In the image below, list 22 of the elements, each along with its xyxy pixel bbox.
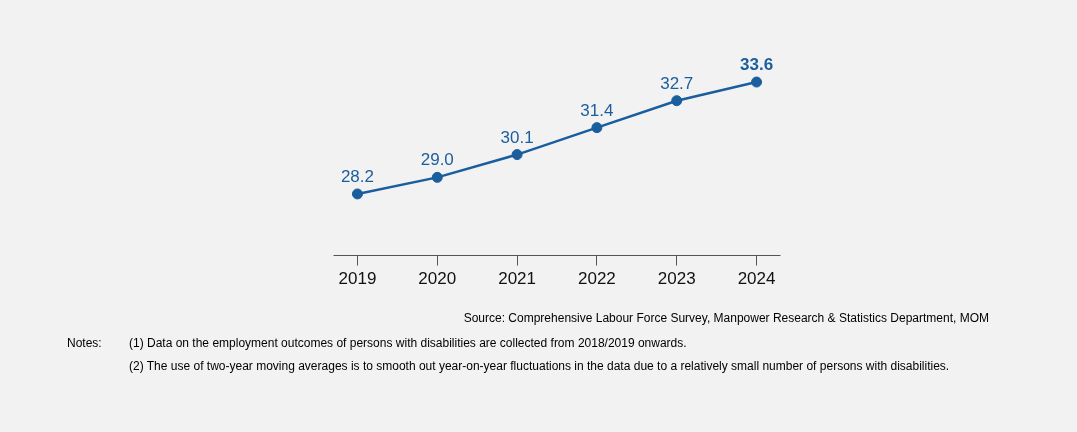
- point: [431, 171, 443, 183]
- x-tick-label: 2024: [737, 268, 776, 288]
- source-note: Source: Comprehensive Labour Force Survey, Manpower Research & Statistics Department, MOM: [462, 310, 990, 327]
- data-label: 33.6: [740, 55, 774, 75]
- x-tick-label: 2019: [338, 268, 377, 288]
- x-tick-label: 2020: [418, 268, 457, 288]
- point: [591, 122, 603, 134]
- point: [351, 188, 363, 200]
- x-tick-label: 2021: [498, 268, 537, 288]
- point: [751, 76, 763, 88]
- point: [671, 95, 683, 107]
- data-label: 32.7: [660, 73, 694, 93]
- text: (1) Data on the employment outcomes of persons with disabilities are collected from 2018/2019 onwards.: [129, 335, 688, 353]
- data-label: 28.2: [340, 166, 374, 186]
- text: Notes:: [67, 335, 103, 353]
- x-tick-label: 2023: [657, 268, 696, 288]
- x-tick-label: 2022: [578, 268, 616, 288]
- data-label: 30.1: [500, 127, 534, 147]
- text: (2) The use of two-year moving averages is to smooth out year-on-year fluctuations in the data due to a relatively small number of persons with disabilities.: [129, 358, 951, 376]
- point: [511, 149, 523, 161]
- data-label: 29.0: [420, 150, 454, 170]
- data-label: 31.4: [580, 100, 614, 120]
